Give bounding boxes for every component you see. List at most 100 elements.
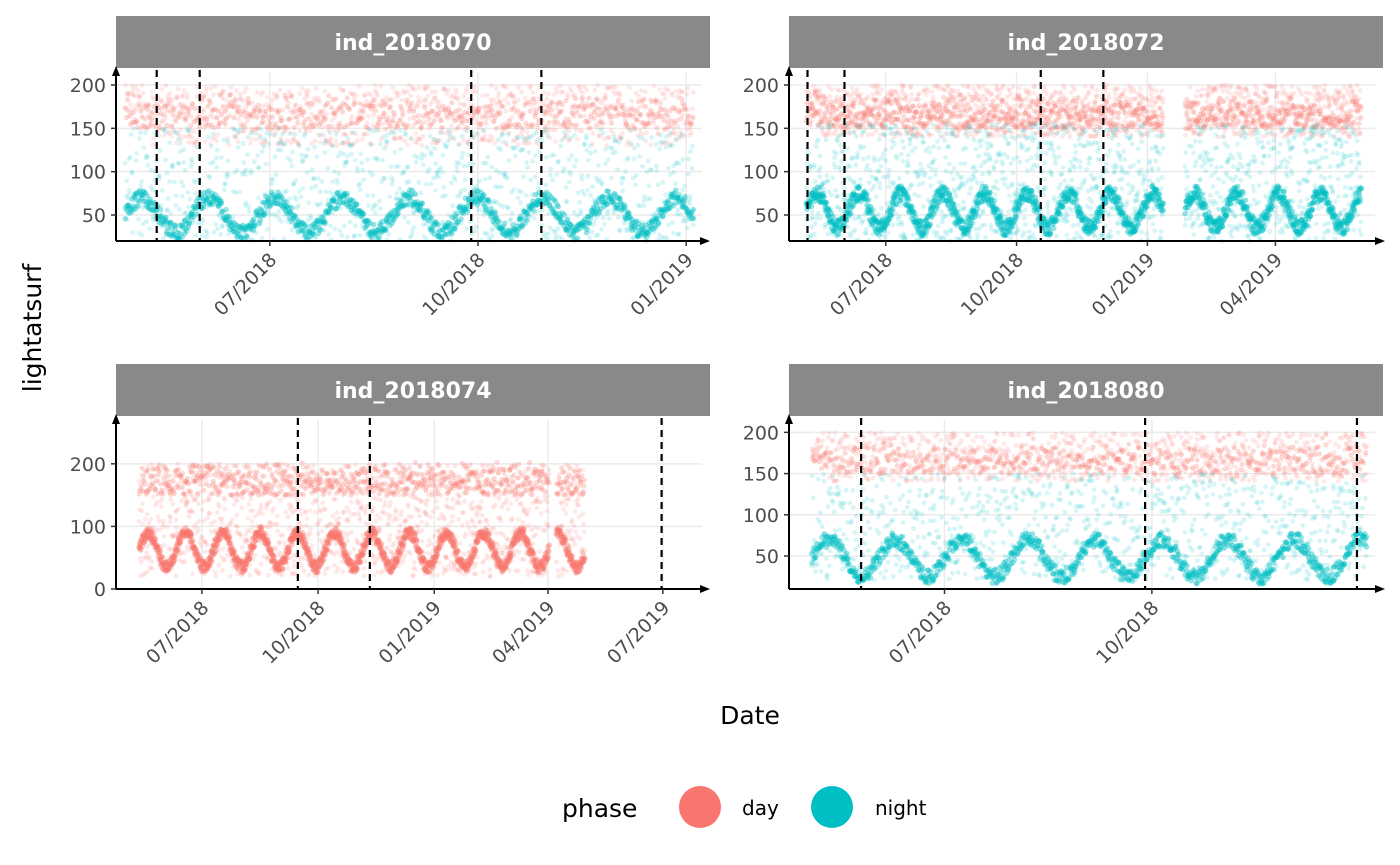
data-point bbox=[274, 107, 280, 114]
data-point bbox=[490, 233, 495, 239]
data-point bbox=[1032, 84, 1038, 89]
data-point bbox=[817, 108, 823, 114]
data-point bbox=[123, 106, 129, 112]
data-point bbox=[960, 83, 966, 89]
data-point bbox=[327, 130, 333, 135]
data-point bbox=[345, 105, 351, 111]
data-point bbox=[563, 185, 569, 190]
data-point bbox=[1273, 84, 1278, 89]
data-point bbox=[344, 190, 350, 197]
data-point bbox=[275, 141, 281, 146]
data-point bbox=[433, 161, 439, 167]
data-point bbox=[257, 107, 263, 113]
data-point bbox=[302, 133, 307, 139]
data-point bbox=[123, 115, 130, 121]
data-point bbox=[170, 104, 176, 111]
data-point bbox=[267, 121, 273, 127]
data-point bbox=[923, 92, 929, 98]
data-point bbox=[347, 90, 353, 96]
data-point bbox=[260, 114, 266, 120]
data-point bbox=[477, 178, 482, 184]
data-point bbox=[314, 115, 320, 122]
data-point bbox=[306, 123, 313, 129]
data-point bbox=[506, 205, 511, 211]
data-point bbox=[588, 192, 593, 198]
data-point bbox=[331, 110, 337, 116]
data-point bbox=[610, 145, 615, 151]
data-point bbox=[578, 208, 584, 214]
data-point bbox=[332, 226, 338, 232]
data-point bbox=[911, 114, 918, 120]
data-point bbox=[339, 233, 345, 238]
data-point bbox=[275, 125, 281, 131]
data-point bbox=[284, 188, 289, 194]
data-point bbox=[248, 112, 254, 118]
data-point bbox=[480, 93, 486, 98]
data-point bbox=[438, 130, 444, 136]
data-point bbox=[1106, 95, 1112, 101]
data-point bbox=[251, 127, 256, 133]
data-point bbox=[263, 139, 269, 144]
data-point bbox=[347, 106, 353, 112]
data-point bbox=[122, 105, 128, 111]
data-point bbox=[306, 100, 312, 106]
data-point bbox=[425, 84, 431, 90]
data-point bbox=[321, 115, 327, 121]
data-point bbox=[495, 137, 501, 143]
data-point bbox=[253, 230, 259, 236]
data-point bbox=[234, 109, 240, 115]
data-point bbox=[519, 190, 524, 195]
data-point bbox=[160, 235, 166, 241]
data-point bbox=[333, 96, 339, 102]
data-point bbox=[1224, 95, 1230, 101]
data-point bbox=[225, 136, 230, 141]
data-point bbox=[169, 133, 174, 139]
data-point bbox=[827, 93, 833, 99]
data-point bbox=[310, 176, 316, 182]
data-point bbox=[226, 92, 232, 98]
data-point bbox=[260, 119, 266, 125]
data-point bbox=[333, 131, 339, 137]
data-point bbox=[157, 126, 162, 132]
data-point bbox=[296, 142, 302, 148]
data-point bbox=[307, 128, 313, 134]
data-point bbox=[1260, 134, 1265, 139]
data-point bbox=[332, 115, 338, 120]
data-point bbox=[219, 112, 225, 118]
data-point bbox=[350, 130, 356, 135]
data-point bbox=[302, 222, 309, 229]
data-point bbox=[959, 113, 965, 119]
data-point bbox=[381, 110, 387, 116]
data-point bbox=[1072, 87, 1078, 92]
data-point bbox=[222, 181, 228, 186]
data-point bbox=[287, 116, 293, 122]
data-point bbox=[139, 179, 145, 184]
data-point bbox=[622, 203, 628, 210]
data-point bbox=[285, 117, 292, 123]
data-point bbox=[808, 118, 814, 124]
data-point bbox=[471, 161, 476, 167]
data-point bbox=[344, 234, 350, 240]
data-point bbox=[337, 86, 343, 91]
data-point bbox=[416, 85, 422, 91]
data-point bbox=[161, 132, 167, 138]
data-point bbox=[221, 89, 226, 94]
data-point bbox=[688, 130, 694, 136]
data-point bbox=[290, 137, 296, 143]
data-point bbox=[317, 109, 323, 115]
data-point bbox=[1150, 95, 1155, 101]
data-point bbox=[259, 235, 265, 241]
data-point bbox=[929, 132, 935, 138]
data-point bbox=[192, 140, 198, 146]
data-point bbox=[245, 152, 251, 158]
data-point bbox=[680, 157, 686, 162]
data-point bbox=[441, 184, 447, 190]
data-point bbox=[1053, 90, 1059, 96]
data-point bbox=[574, 137, 580, 142]
data-point bbox=[874, 97, 880, 103]
data-point bbox=[325, 166, 331, 171]
data-point bbox=[298, 194, 304, 200]
data-point bbox=[1157, 105, 1163, 111]
data-point bbox=[252, 105, 258, 111]
data-point bbox=[289, 109, 296, 115]
